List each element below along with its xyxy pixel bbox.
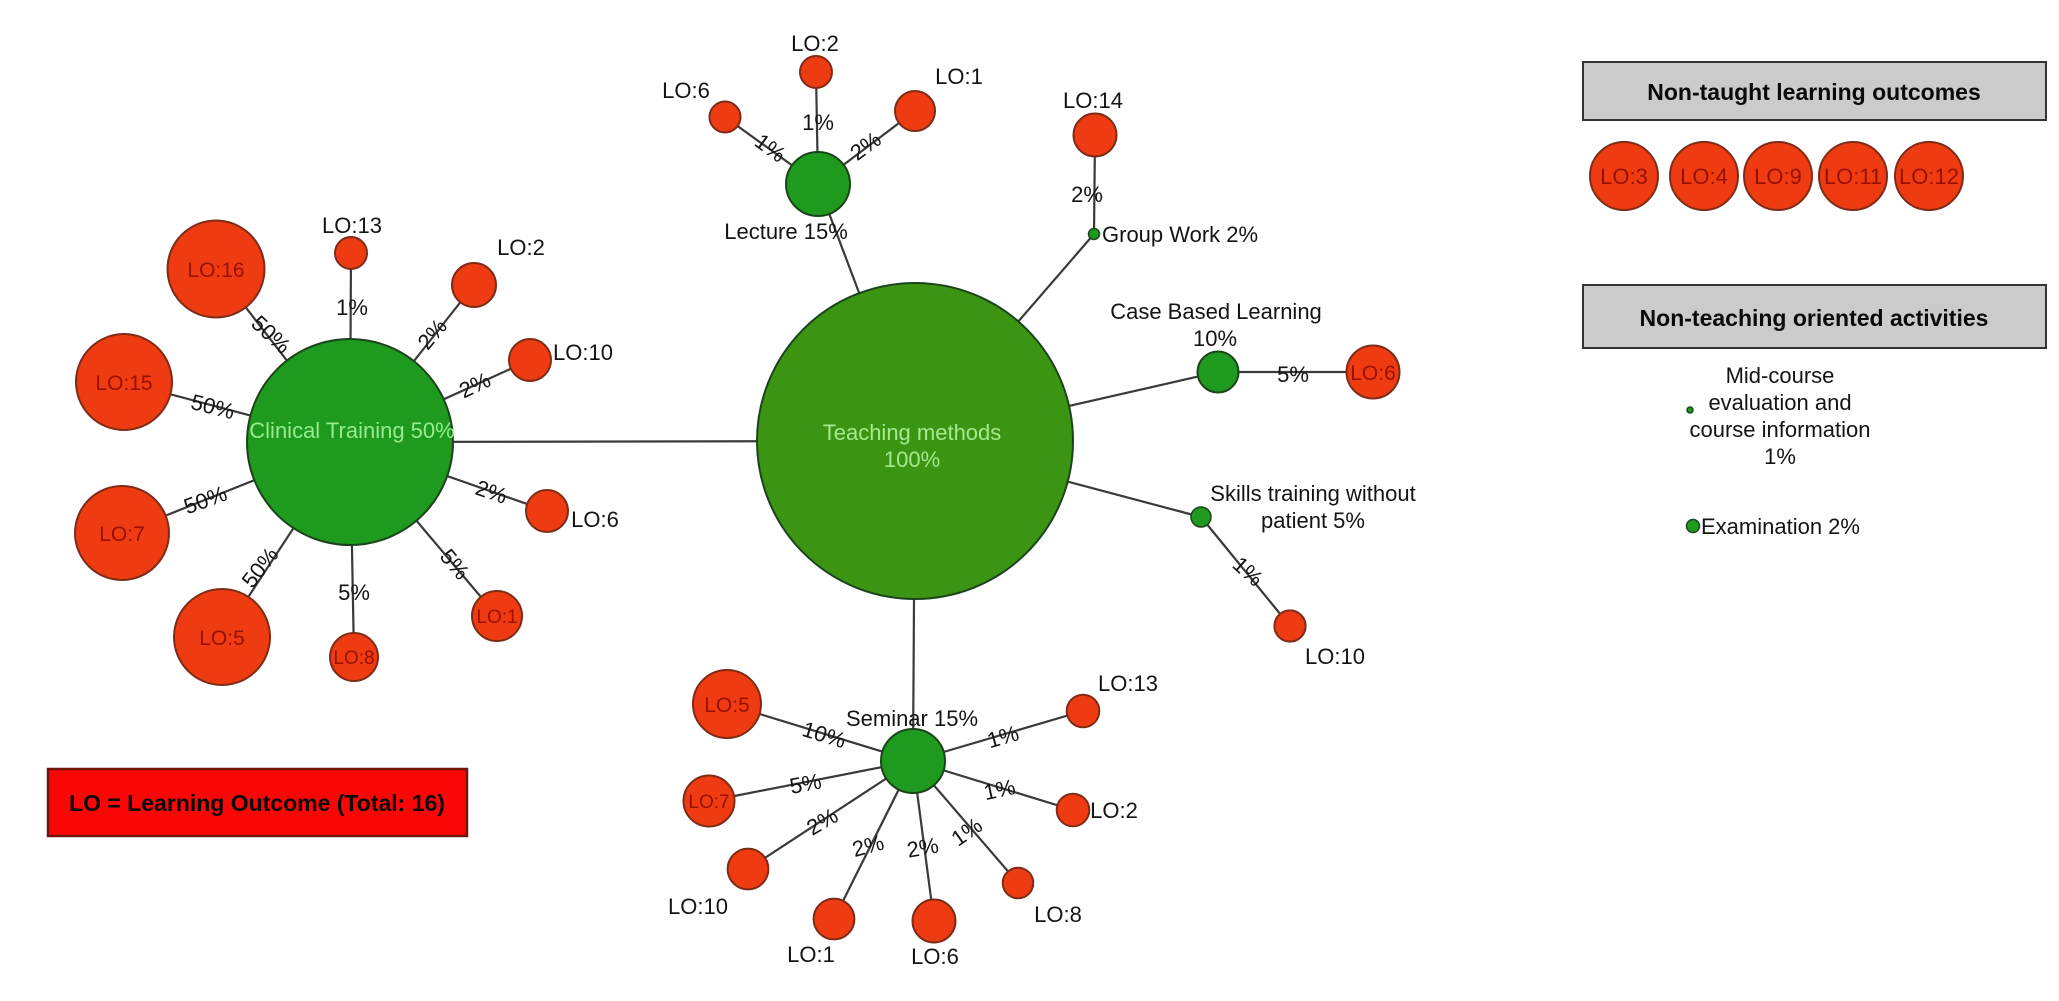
svg-text:LO:6: LO:6 [1350,362,1396,385]
svg-text:LO:11: LO:11 [1824,164,1882,189]
svg-text:Group Work 2%: Group Work 2% [1102,222,1258,247]
svg-text:LO:12: LO:12 [1899,164,1959,189]
svg-text:5%: 5% [1277,362,1309,387]
svg-text:100%: 100% [884,447,940,472]
svg-text:LO:14: LO:14 [1063,88,1123,113]
svg-text:LO:2: LO:2 [497,235,545,260]
svg-text:LO:6: LO:6 [662,78,710,103]
svg-text:LO:1: LO:1 [787,942,835,967]
svg-text:LO:7: LO:7 [99,523,145,546]
svg-text:1%: 1% [1764,444,1796,469]
svg-text:LO:7: LO:7 [688,792,729,813]
svg-text:LO:8: LO:8 [333,648,374,669]
svg-text:LO:1: LO:1 [935,64,983,89]
svg-text:LO:5: LO:5 [704,694,750,717]
svg-text:LO:2: LO:2 [1090,798,1138,823]
svg-text:2%: 2% [1071,182,1103,207]
svg-text:Seminar 15%: Seminar 15% [846,706,978,731]
svg-text:LO:5: LO:5 [199,627,245,650]
svg-text:LO:6: LO:6 [911,944,959,969]
svg-text:Mid-course: Mid-course [1726,363,1835,388]
svg-text:5%: 5% [338,580,370,605]
svg-text:LO:4: LO:4 [1680,164,1728,189]
svg-text:5%: 5% [788,768,824,799]
svg-text:1%: 1% [336,295,368,320]
svg-text:LO:10: LO:10 [1305,644,1365,669]
svg-text:Skills training without: Skills training without [1210,481,1415,506]
svg-text:LO:10: LO:10 [553,340,613,365]
svg-text:Non-teaching oriented activiti: Non-teaching oriented activities [1640,305,1989,331]
svg-text:Case Based Learning: Case Based Learning [1110,299,1322,324]
svg-text:LO:9: LO:9 [1754,164,1802,189]
svg-text:LO:8: LO:8 [1034,902,1082,927]
svg-text:LO:3: LO:3 [1600,164,1648,189]
svg-text:2%: 2% [905,833,941,863]
svg-text:LO:1: LO:1 [476,607,517,628]
svg-text:evaluation and: evaluation and [1708,390,1851,415]
svg-text:LO:6: LO:6 [571,507,619,532]
svg-text:LO:13: LO:13 [322,213,382,238]
svg-text:10%: 10% [1193,326,1237,351]
svg-text:LO:2: LO:2 [791,31,839,56]
svg-text:LO = Learning Outcome (Total:: LO = Learning Outcome (Total: 16) [69,790,445,816]
svg-text:LO:10: LO:10 [668,894,728,919]
svg-text:Non-taught learning outcomes: Non-taught learning outcomes [1647,79,1981,105]
svg-text:LO:13: LO:13 [1098,671,1158,696]
svg-text:patient 5%: patient 5% [1261,508,1365,533]
svg-text:Examination 2%: Examination 2% [1701,514,1860,539]
svg-text:course information: course information [1690,417,1871,442]
svg-text:LO:15: LO:15 [95,372,152,395]
svg-text:LO:16: LO:16 [187,259,244,282]
svg-text:1%: 1% [802,110,834,135]
svg-text:Lecture 15%: Lecture 15% [724,219,848,244]
svg-text:Clinical Training 50%: Clinical Training 50% [249,418,454,443]
svg-text:Teaching methods: Teaching methods [823,420,1002,445]
